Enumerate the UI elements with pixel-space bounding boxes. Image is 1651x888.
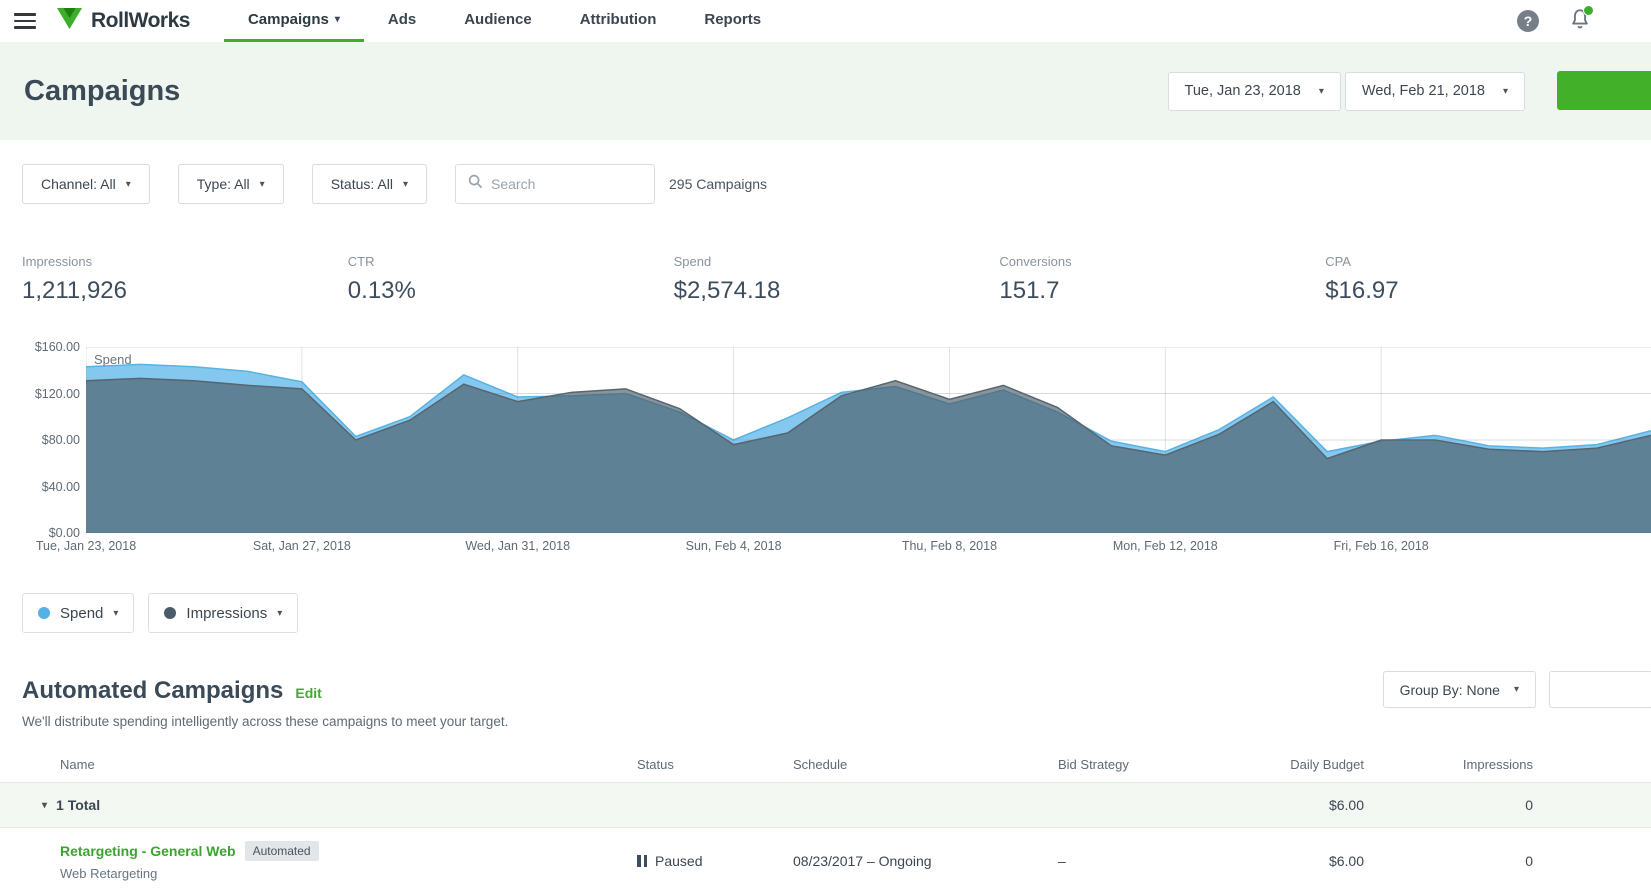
- date-range: Tue, Jan 23, 2018 ▾ Wed, Feb 21, 2018 ▾: [1167, 71, 1525, 111]
- channel-filter-dropdown[interactable]: Channel: All ▾: [22, 164, 150, 204]
- chevron-down-icon: ▾: [1502, 85, 1508, 97]
- chevron-down-icon: ▾: [277, 607, 283, 619]
- bid-strategy-cell: –: [1058, 853, 1066, 869]
- daily-budget-cell: $6.00: [1328, 853, 1364, 869]
- col-name: Name: [60, 757, 95, 772]
- chevron-down-icon: ▾: [1318, 85, 1324, 97]
- search-input[interactable]: [491, 176, 642, 192]
- paused-icon: [637, 855, 647, 867]
- x-axis-tick-label: Sun, Feb 4, 2018: [685, 539, 782, 553]
- spend-impressions-chart: $160.00 $120.00 $80.00 $40.00 $0.00 Spend Tu…: [0, 340, 1651, 563]
- total-group-row[interactable]: ▾ 1 Total $6.00 0: [0, 782, 1651, 828]
- nav-item-ads[interactable]: Ads: [387, 11, 417, 28]
- brand-name: RollWorks: [91, 9, 190, 32]
- chevron-down-icon: ▾: [125, 178, 131, 190]
- status-text: Paused: [655, 853, 703, 869]
- metric-spend: Spend $2,574.18: [673, 254, 781, 304]
- metric-cpa: CPA $16.97: [1325, 254, 1399, 304]
- x-axis-tick-label: Wed, Jan 31, 2018: [465, 539, 571, 553]
- metric-ctr: CTR 0.13%: [347, 254, 416, 304]
- edit-link[interactable]: Edit: [295, 685, 322, 701]
- chart-plot-area: Spend: [86, 347, 1651, 533]
- rollworks-logo-icon: [56, 7, 83, 35]
- rollworks-logo[interactable]: RollWorks: [56, 0, 190, 42]
- nav-item-attribution[interactable]: Attribution: [579, 11, 657, 28]
- search-icon: [468, 174, 483, 194]
- group-by-dropdown[interactable]: Group By: None ▾: [1382, 671, 1536, 708]
- y-axis-tick-label: $80.00: [41, 433, 80, 447]
- metric-impressions: Impressions 1,211,926: [22, 254, 127, 304]
- nav-item-campaigns[interactable]: Campaigns ▾: [223, 0, 364, 42]
- y-axis-tick-label: $0.00: [48, 526, 80, 540]
- campaigns-table: Name Status Schedule Bid Strategy Daily …: [0, 749, 1651, 888]
- section-title: Automated Campaigns: [22, 677, 284, 704]
- x-axis-tick-label: Mon, Feb 12, 2018: [1112, 539, 1218, 553]
- y-axis-tick-label: $40.00: [41, 479, 80, 494]
- total-daily-budget: $6.00: [1328, 797, 1364, 813]
- x-axis-tick-label: Sat, Jan 27, 2018: [252, 539, 351, 553]
- nav-item-reports[interactable]: Reports: [704, 11, 762, 28]
- menu-icon[interactable]: [8, 0, 42, 42]
- campaign-name-link[interactable]: Retargeting - General Web: [60, 843, 236, 859]
- automated-badge: Automated: [244, 841, 319, 861]
- primary-nav: Campaigns ▾ Ads Audience Attribution Rep…: [223, 0, 785, 42]
- type-filter-dropdown[interactable]: Type: All ▾: [177, 164, 284, 204]
- notifications-bell-icon[interactable]: [1569, 5, 1594, 35]
- chart-series-title: Spend: [94, 352, 132, 367]
- status-cell: Paused: [637, 853, 793, 869]
- notification-badge: [1583, 5, 1594, 16]
- chevron-down-icon: ▾: [113, 607, 119, 619]
- col-impressions: Impressions: [1462, 757, 1533, 772]
- metric-conversions: Conversions 151.7: [999, 254, 1072, 304]
- end-date-picker[interactable]: Wed, Feb 21, 2018 ▾: [1344, 71, 1525, 111]
- schedule-cell: 08/23/2017 – Ongoing: [793, 853, 932, 869]
- col-schedule: Schedule: [793, 757, 848, 772]
- spend-series-dot: [38, 607, 50, 619]
- cut-off-button-partial[interactable]: [1549, 671, 1651, 708]
- filter-bar: Channel: All ▾ Type: All ▾ Status: All ▾…: [0, 140, 1651, 204]
- impressions-cell: 0: [1525, 853, 1533, 869]
- chart-y-axis: $160.00 $120.00 $80.00 $40.00 $0.00: [0, 340, 86, 540]
- status-filter-dropdown[interactable]: Status: All ▾: [311, 164, 427, 204]
- start-date-picker[interactable]: Tue, Jan 23, 2018 ▾: [1167, 71, 1341, 111]
- page-title: Campaigns: [24, 74, 181, 107]
- y-axis-tick-label: $120.00: [34, 386, 80, 401]
- chevron-down-icon: ▾: [1513, 684, 1519, 695]
- campaign-row[interactable]: Retargeting - General Web Automated Web …: [24, 828, 1651, 888]
- x-axis-tick-label: Tue, Jan 23, 2018: [35, 539, 137, 553]
- col-status: Status: [637, 757, 674, 772]
- summary-metrics: Impressions 1,211,926 CTR 0.13% Spend $2…: [0, 254, 1651, 305]
- chart-x-axis: Tue, Jan 23, 2018 Sat, Jan 27, 2018 Wed, J…: [36, 539, 1651, 563]
- chevron-down-icon: ▾: [259, 178, 265, 190]
- help-icon[interactable]: ?: [1517, 10, 1539, 32]
- page-header: Campaigns Tue, Jan 23, 2018 ▾ Wed, Feb 2…: [0, 42, 1651, 140]
- col-bid-strategy: Bid Strategy: [1058, 757, 1129, 772]
- chart-legend: Spend ▾ Impressions ▾: [22, 593, 1651, 633]
- collapse-caret-icon[interactable]: ▾: [42, 799, 48, 811]
- new-campaign-button-partial[interactable]: [1557, 71, 1651, 110]
- total-label: 1 Total: [56, 797, 101, 813]
- total-impressions: 0: [1525, 797, 1533, 813]
- nav-item-audience[interactable]: Audience: [464, 11, 532, 28]
- nav-utilities: ?: [1517, 0, 1651, 42]
- automated-campaigns-section: Automated Campaigns Edit We'll distribut…: [22, 671, 1651, 729]
- chevron-down-icon: ▾: [402, 178, 408, 190]
- legend-impressions-dropdown[interactable]: Impressions ▾: [148, 593, 299, 633]
- search-field: [455, 164, 655, 204]
- x-axis-tick-label: Thu, Feb 8, 2018: [901, 539, 998, 553]
- impressions-series-dot: [164, 607, 177, 619]
- chevron-down-icon: ▾: [334, 14, 340, 25]
- y-axis-tick-label: $160.00: [34, 340, 80, 354]
- legend-spend-dropdown[interactable]: Spend ▾: [22, 593, 135, 633]
- campaign-count: 295 Campaigns: [669, 176, 768, 192]
- x-axis-tick-label: Fri, Feb 16, 2018: [1333, 539, 1429, 553]
- top-nav: RollWorks Campaigns ▾ Ads Audience Attri…: [0, 0, 1651, 42]
- table-header-row: Name Status Schedule Bid Strategy Daily …: [24, 749, 1651, 782]
- campaign-subtitle: Web Retargeting: [60, 866, 158, 881]
- col-daily-budget: Daily Budget: [1290, 757, 1364, 772]
- section-subtitle: We'll distribute spending intelligently …: [22, 714, 509, 729]
